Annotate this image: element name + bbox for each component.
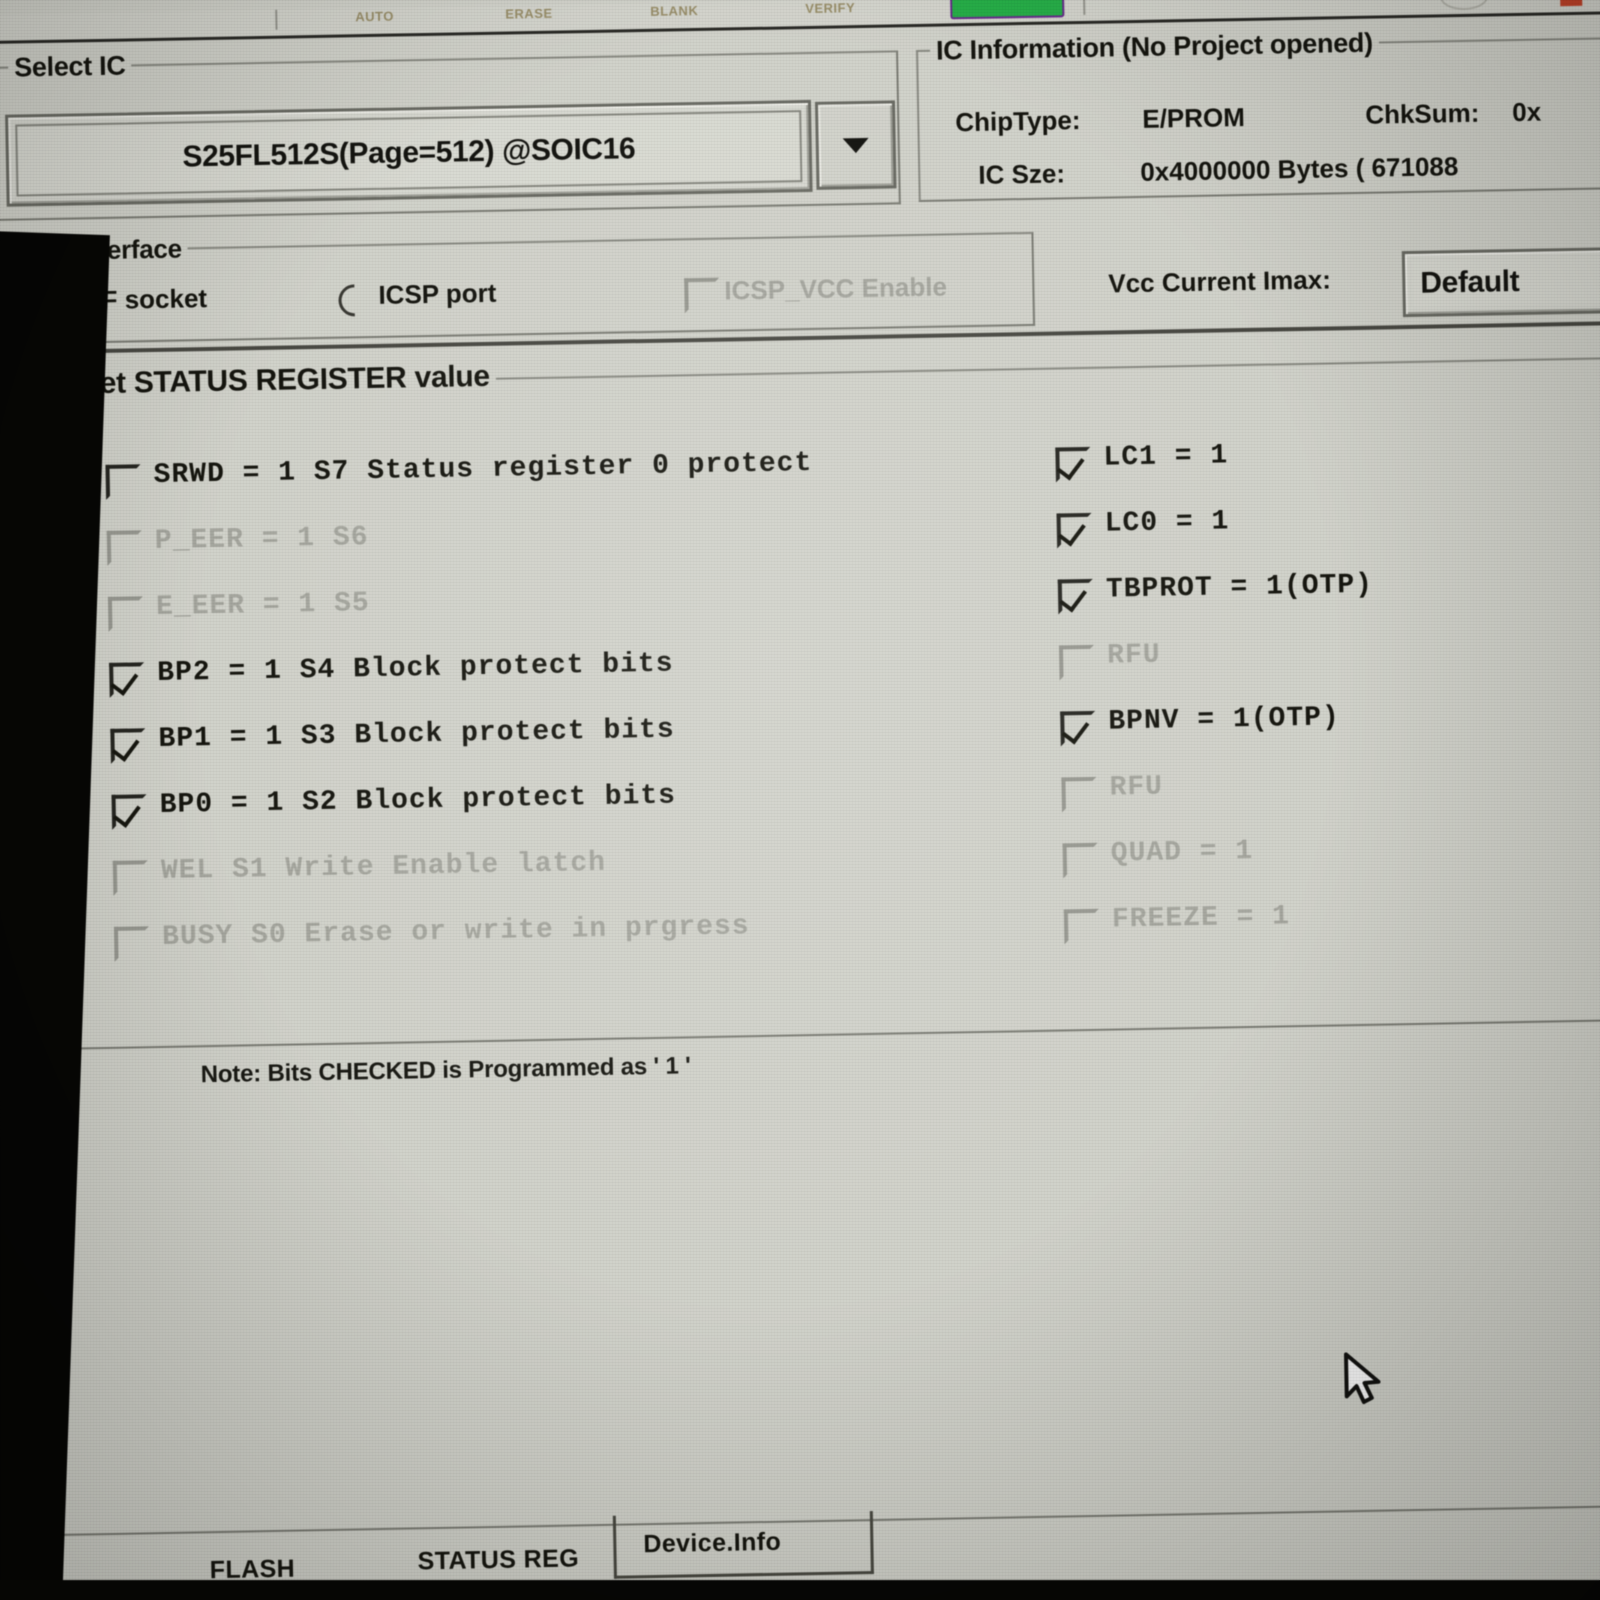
toolbar-separator-2 [1083,0,1086,15]
ic-select-inner: S25FL512S(Page=512) @SOIC16 [15,110,803,197]
checkbox-label-rfu1: RFU [1106,639,1161,672]
monitor-bezel-bottom [0,1580,1600,1600]
check-icon [1059,582,1087,613]
chksum-label: ChkSum: [1365,97,1480,130]
toolbar-item-auto[interactable]: AUTO [355,8,395,25]
check-icon [110,666,139,696]
checkbox-quad[interactable] [1062,842,1099,879]
mouse-pointer-icon [1343,1352,1381,1405]
vcc-imax-value: Default [1420,264,1520,300]
chip-type-label: ChipType: [955,105,1081,138]
status-register-legend: Set STATUS REGISTER value [73,359,497,402]
vcc-imax-inner: Default [1411,256,1600,307]
progress-bar [950,0,1065,20]
vcc-imax-label: Vcc Current Imax: [1108,264,1332,299]
checkbox-rfu1[interactable] [1058,644,1095,681]
toolbar-item-verify[interactable]: VERIFY [805,0,856,17]
ic-select-dropdown-button[interactable] [814,100,897,190]
checkbox-label-lc0: LC0 = 1 [1104,506,1230,540]
chip-type-value: E/PROM [1142,101,1246,134]
ic-size-value: 0x4000000 Bytes ( 671088 [1140,151,1459,187]
ic-select-combo[interactable]: S25FL512S(Page=512) @SOIC16 [5,99,813,207]
checkbox-busy[interactable] [113,926,150,962]
checkbox-bp0[interactable] [111,794,148,830]
checkbox-freeze[interactable] [1063,908,1100,945]
checkbox-label-freeze: FREEZE = 1 [1111,901,1291,936]
checkbox-label-tbprot: TBPROT = 1(OTP) [1105,569,1374,606]
tab-device-info[interactable]: Device.Info [643,1527,782,1559]
check-icon [1056,450,1085,481]
toolbar-separator [275,9,278,30]
check-icon [111,732,140,762]
checkbox-label-rfu2: RFU [1109,771,1164,804]
ic-select-value: S25FL512S(Page=512) @SOIC16 [182,132,636,174]
ic-information-legend: IC Information (No Project opened) [929,27,1380,67]
select-ic-legend: Select IC [7,50,132,84]
checkbox-label-e-eer: E_EER = 1 S5 [155,588,370,624]
vcc-imax-combo[interactable]: Default [1401,246,1600,318]
check-icon [112,798,141,828]
checkbox-tbprot[interactable] [1057,578,1094,615]
checkbox-icsp-vcc-enable-label: ICSP_VCC Enable [724,271,948,306]
radio-icsp-port-label: ICSP port [378,277,497,310]
check-icon [1057,516,1086,547]
checkbox-lc0[interactable] [1056,512,1093,549]
checkbox-bp1[interactable] [110,728,146,764]
chksum-value: 0x [1511,96,1542,128]
check-icon [1061,714,1090,745]
checkbox-label-lc1: LC1 = 1 [1103,440,1229,474]
checkbox-icsp-vcc-enable[interactable] [684,277,720,314]
checkbox-wel[interactable] [112,860,149,896]
checkbox-srwd[interactable] [105,464,142,500]
refresh-icon[interactable] [1439,0,1489,11]
toolbar-item-erase[interactable]: ERASE [505,5,553,22]
checkbox-rfu2[interactable] [1061,776,1098,813]
checkbox-p-eer[interactable] [106,530,143,566]
stop-icon[interactable] [1559,0,1583,7]
tab-status-reg[interactable]: STATUS REG [417,1544,580,1576]
checkbox-label-quad: QUAD = 1 [1110,835,1254,870]
chevron-down-icon [842,137,869,153]
checkbox-bp2[interactable] [109,662,145,698]
checkbox-label-p-eer: P_EER = 1 S6 [154,522,369,558]
toolbar-item-blank[interactable]: BLANK [650,2,699,19]
checkbox-label-bpnv: BPNV = 1(OTP) [1108,702,1341,738]
checkbox-bpnv[interactable] [1060,710,1096,747]
checkbox-lc1[interactable] [1055,446,1091,483]
checkbox-e-eer[interactable] [107,596,144,632]
ic-size-label: IC Sze: [978,158,1066,190]
